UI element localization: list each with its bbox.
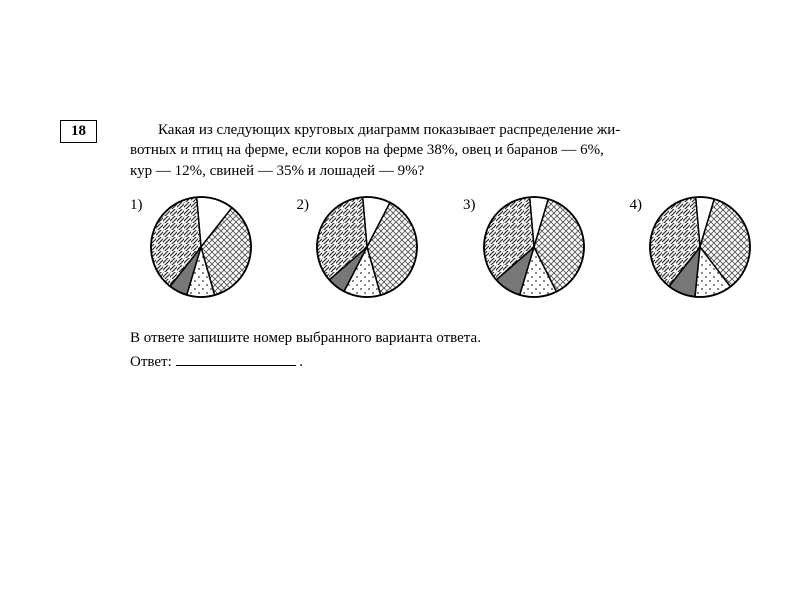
question-text: Какая из следующих круговых диаграмм пок… — [130, 120, 728, 181]
chart-label: 3) — [463, 195, 476, 214]
pie-chart — [482, 195, 586, 299]
question-line-3: кур — 12%, свиней — 35% и лошадей — 9%? — [130, 163, 424, 179]
question-line-1: Какая из следующих круговых диаграмм пок… — [158, 122, 620, 138]
chart-block: 4) — [630, 195, 753, 299]
charts-row: 1) 2) 3) 4) — [130, 195, 752, 299]
chart-label: 4) — [630, 195, 643, 214]
pie-chart — [648, 195, 752, 299]
answer-blank[interactable] — [176, 350, 296, 366]
pie-chart — [315, 195, 419, 299]
problem-page: 18 Какая из следующих круговых диаграмм … — [0, 0, 800, 600]
answer-row: Ответ: . — [130, 350, 303, 371]
chart-label: 1) — [130, 195, 143, 214]
question-number: 18 — [71, 123, 86, 139]
instruction-label: В ответе запишите номер выбранного вариа… — [130, 330, 481, 346]
chart-block: 3) — [463, 195, 586, 299]
question-line-2: вотных и птиц на ферме, если коров на фе… — [130, 142, 604, 158]
chart-block: 1) — [130, 195, 253, 299]
chart-label: 2) — [297, 195, 310, 214]
chart-block: 2) — [297, 195, 420, 299]
instruction-text: В ответе запишите номер выбранного вариа… — [130, 330, 481, 347]
answer-period: . — [299, 354, 303, 370]
question-number-box: 18 — [60, 120, 97, 143]
pie-chart — [149, 195, 253, 299]
answer-label: Ответ: — [130, 354, 172, 370]
